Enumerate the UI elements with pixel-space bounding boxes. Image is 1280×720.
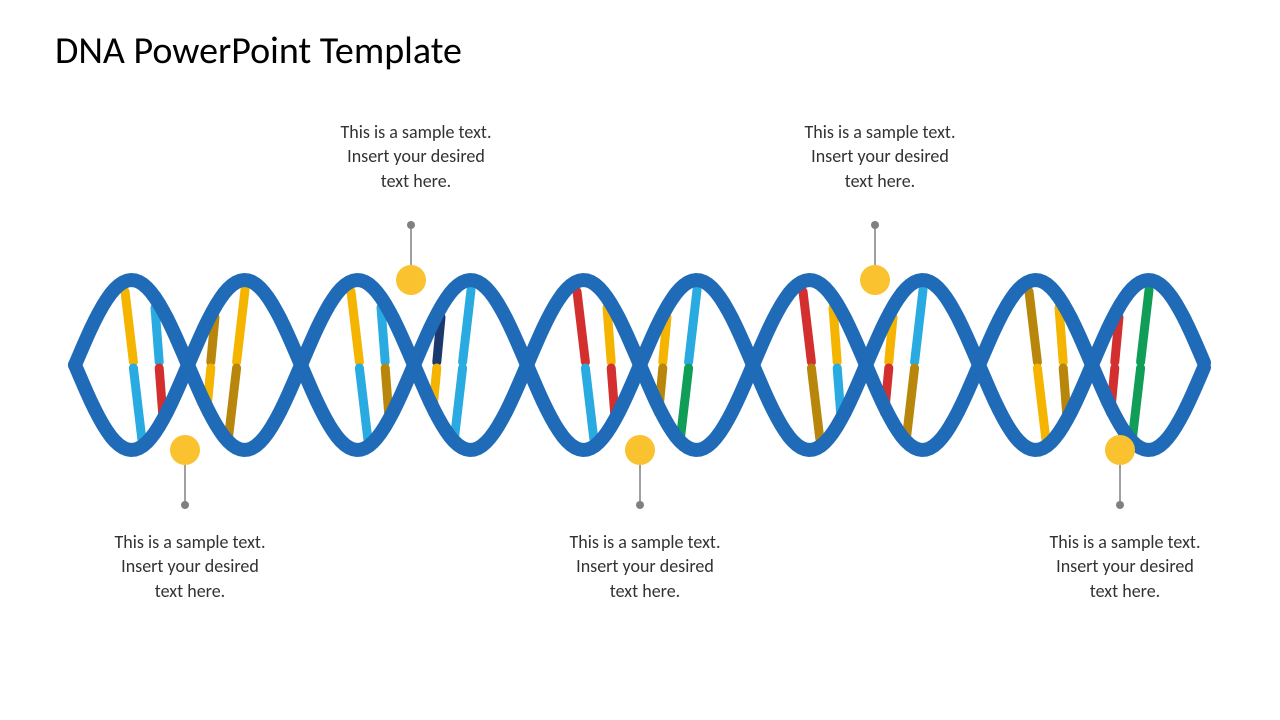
- rung-segment: [811, 368, 819, 439]
- leader-dot: [407, 221, 415, 229]
- callout-line: This is a sample text.: [770, 120, 990, 144]
- leader-dot: [1116, 501, 1124, 509]
- rung-segment: [585, 368, 593, 439]
- strand-segment: [414, 365, 526, 450]
- callout-line: This is a sample text.: [306, 120, 526, 144]
- callout-3: This is a sample text.Insert your desire…: [535, 530, 755, 603]
- callout-line: Insert your desired: [770, 144, 990, 168]
- callout-line: This is a sample text.: [80, 530, 300, 554]
- callout-line: text here.: [80, 579, 300, 603]
- callout-2: This is a sample text.Insert your desire…: [306, 120, 526, 193]
- rung-segment: [351, 291, 359, 362]
- callout-5: This is a sample text.Insert your desire…: [1015, 530, 1235, 603]
- marker-dot: [396, 265, 426, 295]
- callout-line: text here.: [535, 579, 755, 603]
- rung-segment: [237, 290, 245, 362]
- rung-segment: [689, 290, 697, 362]
- rung-segment: [906, 368, 914, 440]
- strand-segment: [1092, 365, 1204, 450]
- leader-dot: [871, 221, 879, 229]
- marker-dot: [170, 435, 200, 465]
- rung-segment: [1132, 368, 1140, 440]
- callout-4: This is a sample text.Insert your desire…: [770, 120, 990, 193]
- rung-segment: [1037, 368, 1045, 439]
- marker-dot: [1105, 435, 1135, 465]
- strand-segment: [866, 365, 978, 450]
- rung-segment: [915, 290, 923, 362]
- callout-line: Insert your desired: [306, 144, 526, 168]
- rung-segment: [1141, 290, 1149, 362]
- rung-segment: [463, 290, 471, 362]
- callout-line: text here.: [770, 169, 990, 193]
- rung-segment: [680, 368, 688, 440]
- callout-line: This is a sample text.: [1015, 530, 1235, 554]
- leader-dot: [636, 501, 644, 509]
- rung-segment: [803, 291, 811, 362]
- markers: [170, 221, 1135, 509]
- strand-segment: [188, 365, 300, 450]
- rung-segment: [133, 368, 141, 439]
- dna-diagram: [0, 0, 1280, 720]
- callout-line: Insert your desired: [80, 554, 300, 578]
- rung-segment: [228, 368, 236, 440]
- rung-segment: [577, 291, 585, 362]
- callout-line: Insert your desired: [535, 554, 755, 578]
- strand-segment: [640, 365, 752, 450]
- callout-line: text here.: [1015, 579, 1235, 603]
- rung-segment: [359, 368, 367, 439]
- marker-dot: [625, 435, 655, 465]
- callout-line: text here.: [306, 169, 526, 193]
- marker-dot: [860, 265, 890, 295]
- callout-1: This is a sample text.Insert your desire…: [80, 530, 300, 603]
- callout-line: Insert your desired: [1015, 554, 1235, 578]
- leader-dot: [181, 501, 189, 509]
- rung-segment: [1029, 291, 1037, 362]
- callout-line: This is a sample text.: [535, 530, 755, 554]
- rung-segment: [125, 291, 133, 362]
- rung-segment: [454, 368, 462, 440]
